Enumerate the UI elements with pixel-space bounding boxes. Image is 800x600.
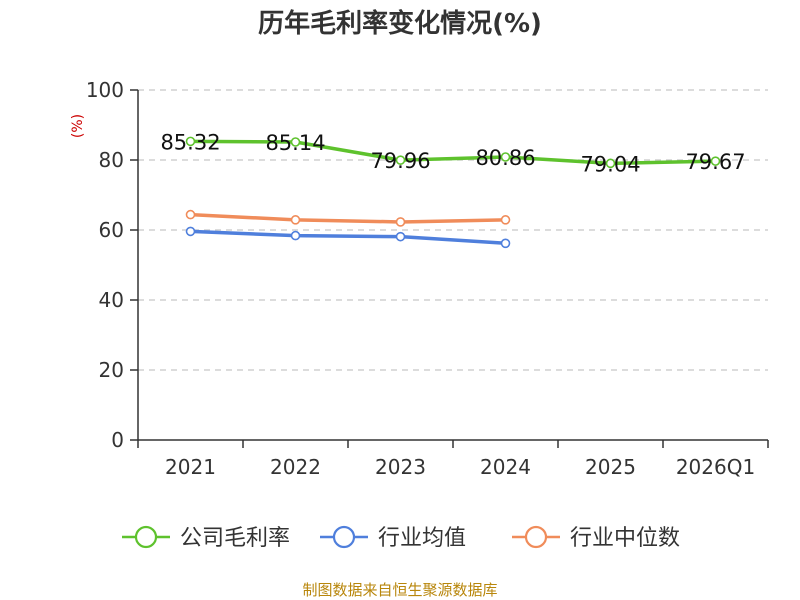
y-axis-label: (%)	[70, 114, 86, 138]
series-line-1	[188, 229, 508, 246]
series-point-2	[185, 209, 196, 220]
data-label: 85.32	[160, 130, 220, 154]
legend-marker-2	[524, 525, 548, 549]
y-tick-label: 0	[111, 428, 124, 452]
series-group	[185, 136, 721, 249]
series-point-0	[185, 136, 196, 147]
y-tick-label: 100	[86, 78, 124, 102]
legend-marker-1	[332, 525, 356, 549]
series-point-1	[290, 230, 301, 241]
series-point-1	[185, 226, 196, 237]
series-line-0	[188, 139, 718, 166]
chart-title: 历年毛利率变化情况(%)	[258, 8, 542, 39]
series-point-0	[290, 137, 301, 147]
series-point-0	[500, 152, 511, 162]
legend-marker-0	[134, 525, 158, 549]
series-point-0	[710, 156, 721, 166]
legend-label-0: 公司毛利率	[180, 526, 290, 551]
data-label: 79.96	[370, 149, 430, 173]
x-tick-label: 2021	[165, 455, 216, 479]
legend: 公司毛利率 行业均值 行业中位数	[122, 525, 680, 551]
y-tick-label: 20	[99, 358, 124, 382]
x-tick-label: 2026Q1	[676, 455, 755, 479]
data-label: 80.86	[475, 146, 535, 170]
y-tick-label: 80	[99, 148, 124, 172]
legend-label-1: 行业均值	[378, 526, 466, 551]
y-tick-label: 40	[99, 288, 124, 312]
series-point-2	[395, 217, 406, 227]
series-point-2	[500, 215, 511, 225]
series-line-2	[188, 212, 508, 224]
series-point-0	[605, 158, 616, 169]
axes: 0 20 40 60 80 100 2021 2022 2023 2024 2025 2026Q1	[86, 78, 769, 479]
x-tick-label: 2022	[270, 455, 321, 479]
data-label: 79.67	[685, 150, 745, 174]
y-tick-label: 60	[99, 218, 124, 242]
data-label: 85.14	[265, 131, 325, 155]
x-tick-label: 2024	[480, 455, 531, 479]
series-point-1	[395, 231, 406, 242]
series-point-2	[290, 215, 301, 225]
x-tick-label: 2023	[375, 455, 426, 479]
series-point-0	[395, 155, 406, 165]
series-point-1	[500, 238, 511, 249]
source-note: 制图数据来自恒生聚源数据库	[302, 581, 497, 599]
x-tick-label: 2025	[585, 455, 636, 479]
legend-label-2: 行业中位数	[570, 526, 680, 551]
grid	[138, 89, 768, 371]
data-label: 79.04	[580, 152, 640, 176]
data-labels: 85.32 85.14 79.96 80.86 79.04 79.67	[160, 130, 745, 176]
